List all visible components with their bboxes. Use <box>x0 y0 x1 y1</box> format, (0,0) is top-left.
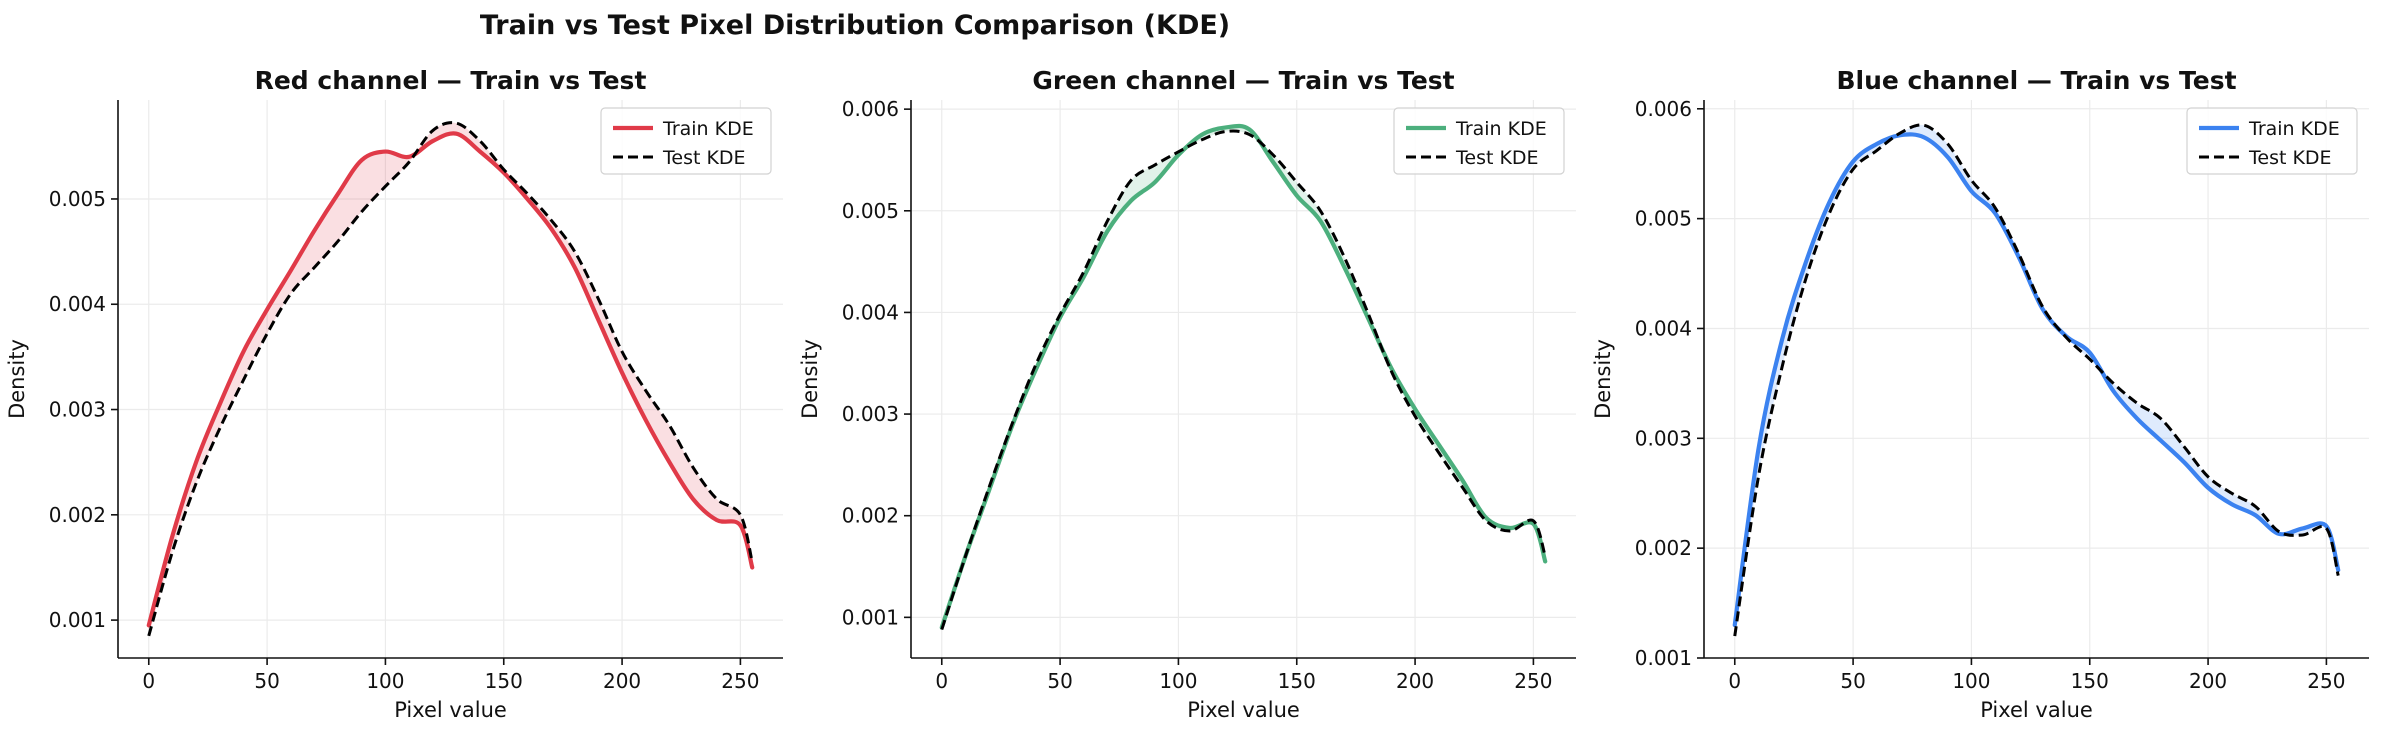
y-tick-label: 0.002 <box>1635 536 1692 560</box>
blue-fill-between <box>1734 124 2339 637</box>
blue-train-kde-line <box>1732 132 2341 628</box>
red-channel-chart: 0 50 100 150 200 250 0.001 0.002 0.003 0.004 0.005… <box>5 66 783 722</box>
blue-x-axis-label: Pixel value <box>1980 698 2093 722</box>
red-fill-between <box>148 122 753 636</box>
y-tick-label: 0.002 <box>842 504 899 528</box>
blue-legend: Train KDE Test KDE <box>2186 107 2358 175</box>
green-chart-title: Green channel — Train vs Test <box>1032 66 1454 95</box>
x-tick-label: 0 <box>1728 669 1741 693</box>
figure-title: Train vs Test Pixel Distribution Compari… <box>480 10 1230 41</box>
legend-train-label: Train KDE <box>1455 118 1547 140</box>
x-tick-label: 250 <box>1514 669 1552 693</box>
green-channel-chart: 0 50 100 150 200 250 0.001 0.002 0.003 0.004 0.005… <box>798 66 1576 722</box>
green-x-axis-label: Pixel value <box>1187 698 1300 722</box>
red-chart-title: Red channel — Train vs Test <box>255 66 647 95</box>
legend-train-label: Train KDE <box>662 118 754 140</box>
y-tick-label: 0.005 <box>1635 207 1692 231</box>
x-tick-label: 200 <box>1396 669 1434 693</box>
x-tick-label: 0 <box>142 669 155 693</box>
red-x-axis-label: Pixel value <box>394 698 507 722</box>
x-tick-label: 150 <box>485 669 523 693</box>
blue-chart-title: Blue channel — Train vs Test <box>1836 66 2236 95</box>
legend-test-label: Test KDE <box>662 147 746 169</box>
x-tick-label: 100 <box>1159 669 1197 693</box>
x-tick-label: 250 <box>2307 669 2345 693</box>
x-tick-label: 50 <box>1047 669 1072 693</box>
red-train-kde-line <box>146 131 755 628</box>
y-tick-label: 0.003 <box>49 398 106 422</box>
y-tick-label: 0.002 <box>49 503 106 527</box>
y-tick-label: 0.005 <box>842 199 899 223</box>
blue-y-axis-label: Density <box>1591 339 1615 419</box>
y-tick-label: 0.004 <box>49 292 106 316</box>
green-y-axis-label: Density <box>798 339 822 419</box>
x-tick-label: 150 <box>1278 669 1316 693</box>
legend-test-label: Test KDE <box>1455 147 1539 169</box>
y-tick-label: 0.006 <box>842 97 899 121</box>
x-tick-label: 100 <box>1952 669 1990 693</box>
y-tick-label: 0.001 <box>1635 646 1692 670</box>
x-tick-label: 100 <box>366 669 404 693</box>
y-tick-label: 0.003 <box>842 402 899 426</box>
y-tick-label: 0.004 <box>1635 316 1692 340</box>
legend-train-label: Train KDE <box>2248 118 2340 140</box>
green-test-kde-line <box>940 129 1547 631</box>
red-test-kde-line <box>147 121 754 637</box>
blue-test-kde-line <box>1733 123 2340 637</box>
red-y-axis-label: Density <box>5 339 29 419</box>
y-tick-label: 0.003 <box>1635 426 1692 450</box>
y-tick-label: 0.005 <box>49 187 106 211</box>
x-tick-label: 50 <box>1840 669 1865 693</box>
y-tick-label: 0.001 <box>49 608 106 632</box>
blue-channel-chart: 0 50 100 150 200 250 0.001 0.002 0.003 0.004 0.005… <box>1591 66 2369 722</box>
x-tick-label: 200 <box>603 669 641 693</box>
x-tick-label: 200 <box>2189 669 2227 693</box>
x-tick-label: 50 <box>254 669 279 693</box>
x-tick-label: 250 <box>721 669 759 693</box>
legend-test-label: Test KDE <box>2248 147 2332 169</box>
x-tick-label: 150 <box>2071 669 2109 693</box>
red-legend: Train KDE Test KDE <box>600 107 772 175</box>
y-tick-label: 0.001 <box>842 605 899 629</box>
y-tick-label: 0.006 <box>1635 97 1692 121</box>
green-train-kde-line <box>939 123 1548 630</box>
green-legend: Train KDE Test KDE <box>1393 107 1565 175</box>
x-tick-label: 0 <box>935 669 948 693</box>
y-tick-label: 0.004 <box>842 300 899 324</box>
